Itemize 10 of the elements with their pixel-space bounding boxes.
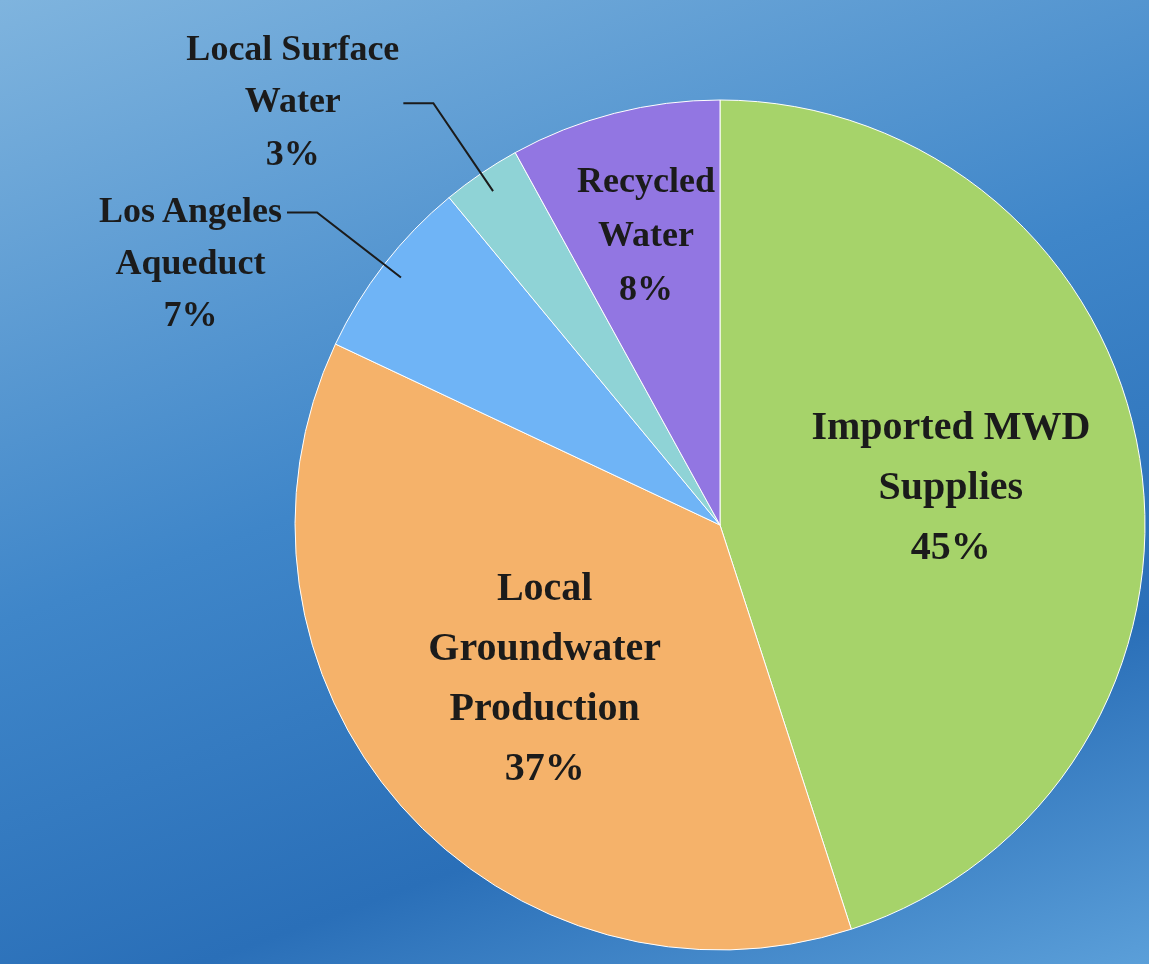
slice-label: Imported MWD Supplies [811, 402, 1091, 508]
slice-label: Local Groundwater Production [428, 563, 661, 729]
slice-label: Recycled Water [577, 160, 715, 255]
data-label: 37% [504, 743, 585, 789]
data-label: 8% [619, 268, 674, 309]
data-label: 45% [910, 522, 991, 568]
slice-label: Los Angeles Aqueduct [99, 189, 283, 282]
data-label: 3% [265, 132, 320, 173]
slice-label: Local Surface Water [186, 28, 400, 121]
data-label: 7% [163, 294, 218, 335]
